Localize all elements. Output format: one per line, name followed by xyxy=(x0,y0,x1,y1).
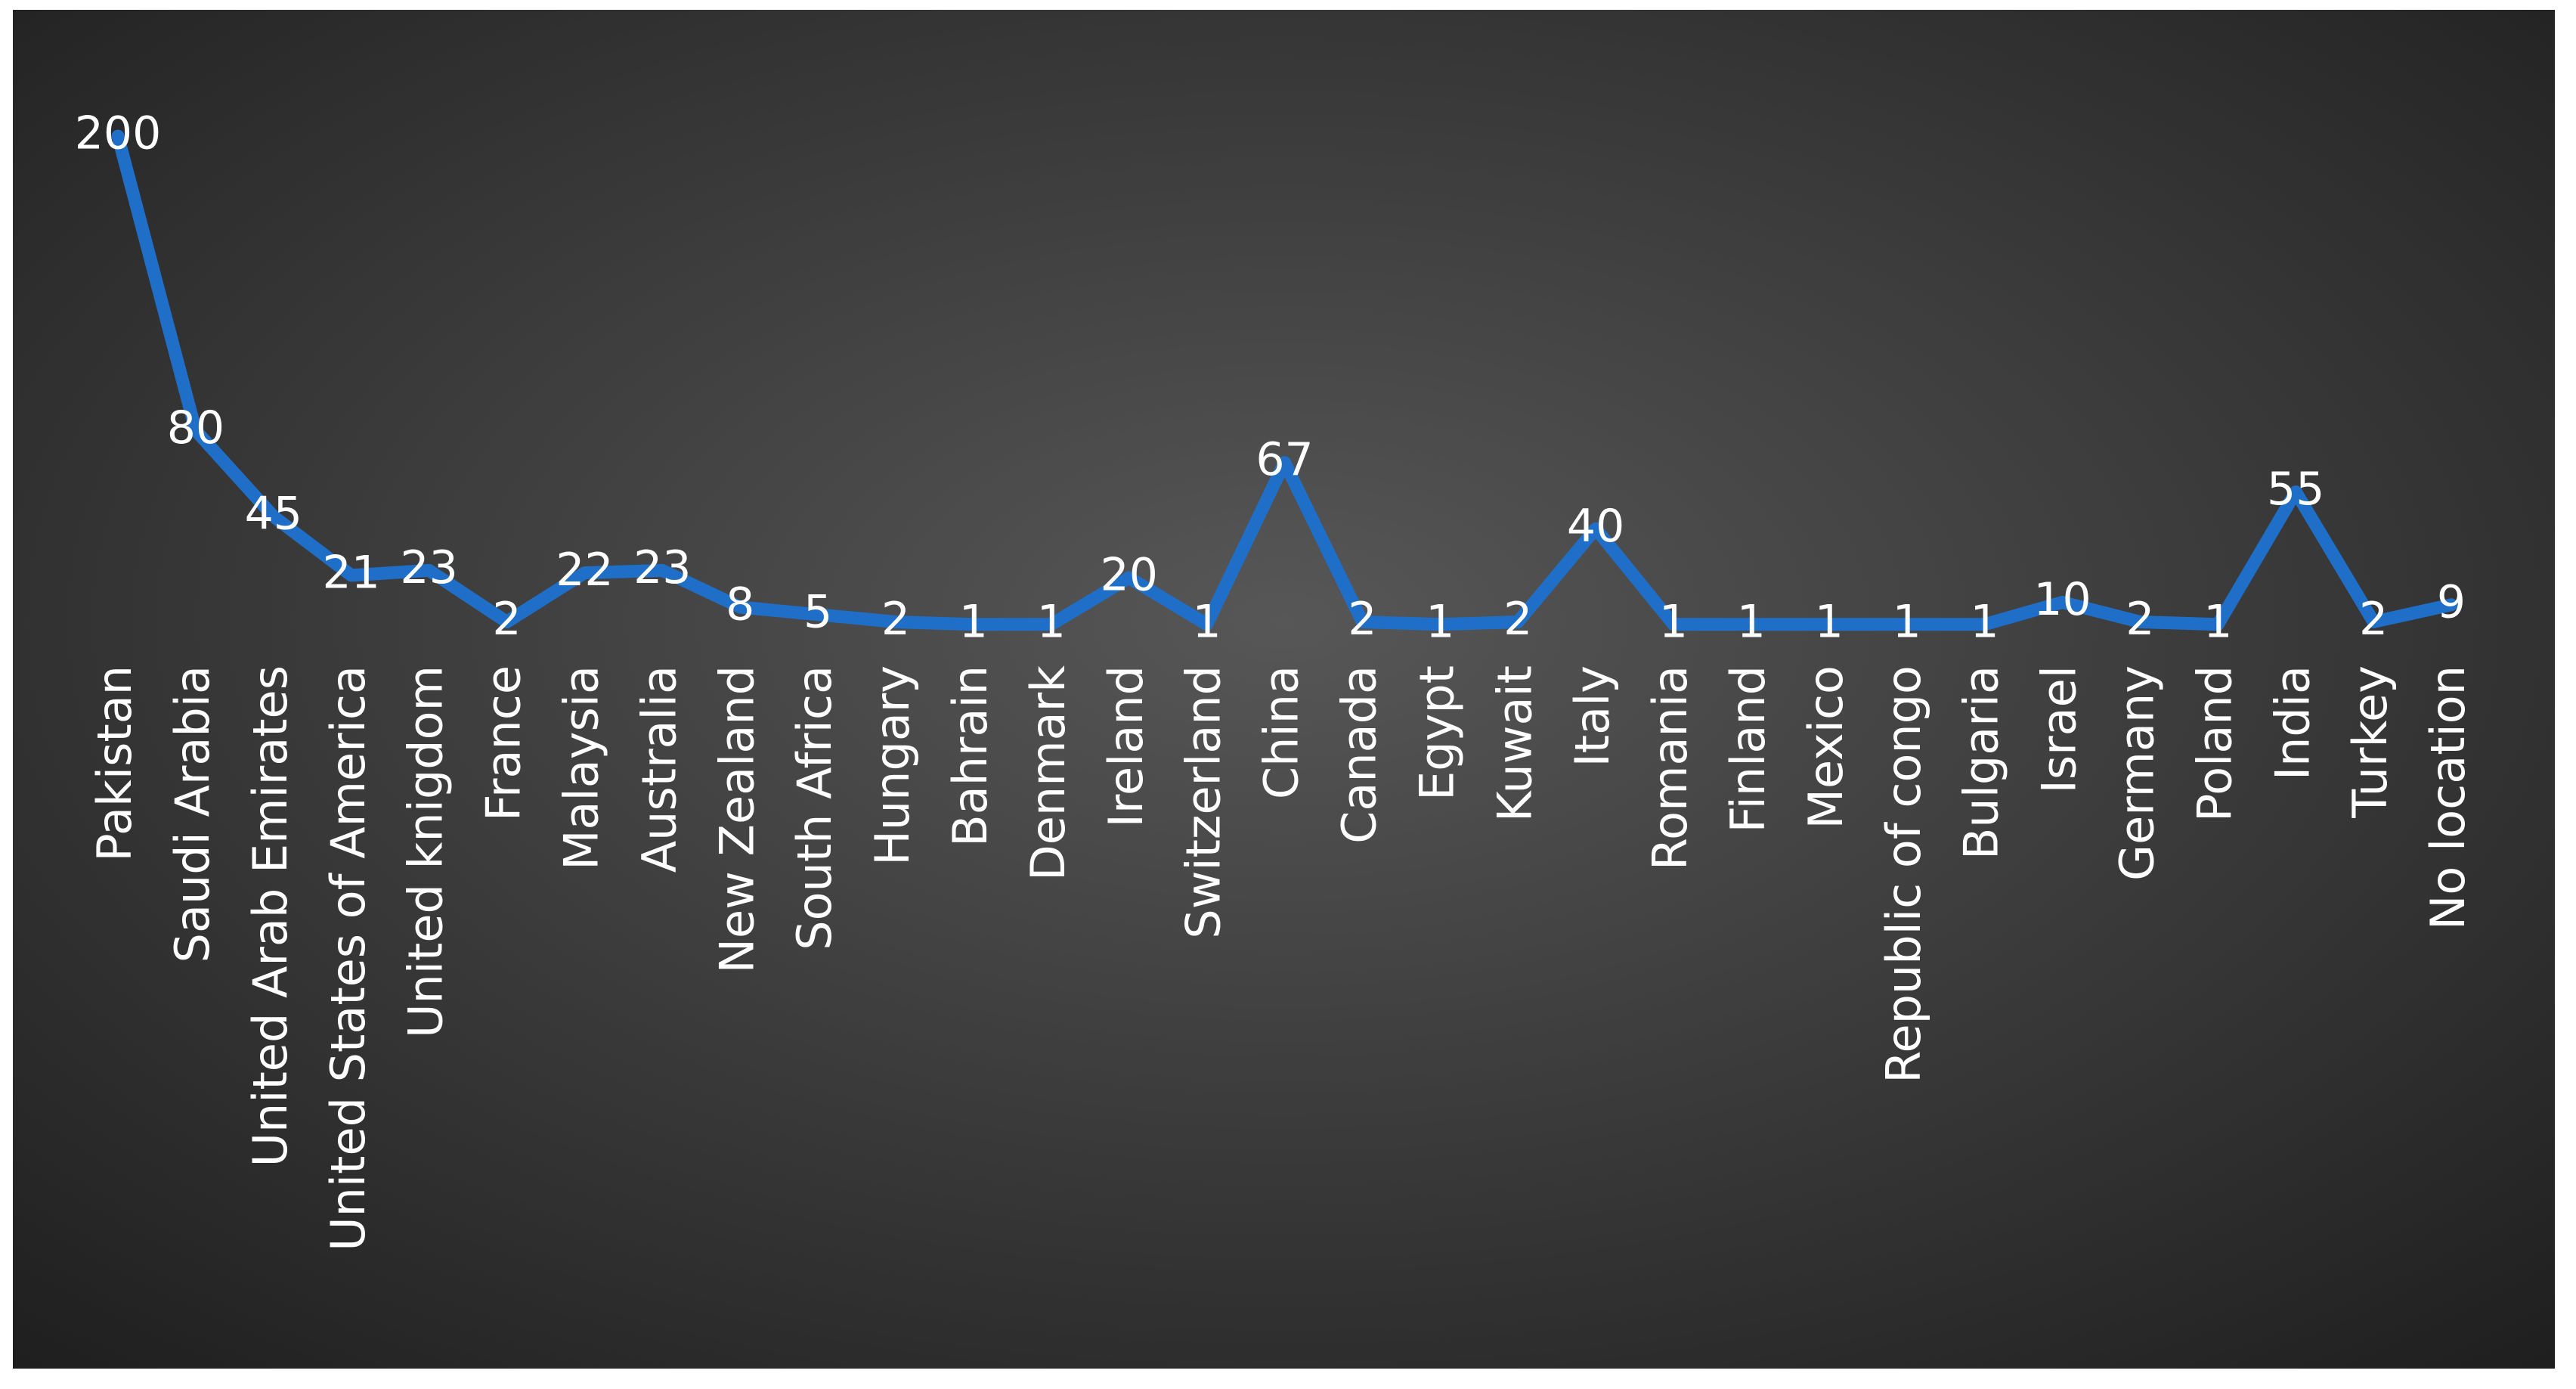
x-tick-label: Hungary xyxy=(865,665,920,866)
x-tick-label: France xyxy=(476,665,531,821)
x-tick-label: Egypt xyxy=(1409,665,1464,801)
x-tick-label: United States of America xyxy=(320,665,376,1251)
data-label: 200 xyxy=(75,107,162,160)
data-label: 1 xyxy=(1659,595,1688,648)
x-tick-label: Italy xyxy=(1565,665,1620,767)
data-label: 23 xyxy=(400,541,457,594)
data-label: 2 xyxy=(2126,593,2154,646)
data-label: 1 xyxy=(1815,595,1844,648)
data-label: 9 xyxy=(2437,575,2466,628)
chart-background xyxy=(13,10,2555,1369)
data-label: 80 xyxy=(167,402,224,454)
data-label: 20 xyxy=(1101,549,1158,602)
data-label: 23 xyxy=(633,541,691,594)
data-label: 10 xyxy=(2033,573,2091,626)
data-label: 1 xyxy=(1971,595,1999,648)
data-label: 8 xyxy=(726,578,754,631)
data-label: 2 xyxy=(881,593,910,646)
data-label: 2 xyxy=(1348,593,1376,646)
x-tick-label: China xyxy=(1254,665,1309,799)
x-tick-label: Bahrain xyxy=(943,665,998,847)
data-label: 45 xyxy=(245,488,302,541)
data-label: 1 xyxy=(1037,595,1066,648)
data-label: 40 xyxy=(1567,500,1624,553)
x-tick-label: Malaysia xyxy=(553,665,608,870)
x-tick-label: Switzerland xyxy=(1176,665,1231,939)
data-label: 2 xyxy=(2359,593,2388,646)
x-tick-label: Israel xyxy=(2032,665,2087,793)
data-label: 5 xyxy=(803,585,832,638)
x-tick-label: Bulgaria xyxy=(1954,665,2009,860)
x-tick-label: United knigdom xyxy=(398,665,454,1038)
data-label: 1 xyxy=(1737,595,1766,648)
data-label: 22 xyxy=(556,544,613,597)
data-label: 67 xyxy=(1255,433,1313,486)
x-tick-label: Pakistan xyxy=(87,665,142,862)
x-tick-label: India xyxy=(2265,665,2320,780)
x-tick-label: Poland xyxy=(2187,665,2242,822)
x-tick-label: New Zealand xyxy=(709,665,764,973)
x-tick-label: Australia xyxy=(631,665,686,873)
x-tick-label: No location xyxy=(2420,665,2475,930)
x-tick-label: Romania xyxy=(1643,665,1698,870)
data-label: 21 xyxy=(323,546,380,599)
x-tick-label: Turkey xyxy=(2342,665,2398,819)
x-tick-label: Republic of congo xyxy=(1876,665,1931,1084)
data-label: 2 xyxy=(1503,593,1532,646)
data-label: 1 xyxy=(1893,595,1921,648)
data-label: 1 xyxy=(1426,595,1454,648)
x-tick-label: Saudi Arabia xyxy=(165,665,220,963)
x-tick-label: Germany xyxy=(2109,665,2164,881)
data-label: 2 xyxy=(492,593,521,646)
data-label: 1 xyxy=(959,595,988,648)
x-tick-label: Ireland xyxy=(1098,665,1153,827)
line xyxy=(111,129,2458,631)
data-label: 55 xyxy=(2267,463,2324,516)
x-tick-label: South Africa xyxy=(787,665,842,950)
x-tick-label: United Arab Emirates xyxy=(243,665,298,1167)
x-tick-label: Mexico xyxy=(1798,665,1853,829)
x-tick-label: Finland xyxy=(1720,665,1776,833)
x-tick-label: Denmark xyxy=(1020,665,1076,881)
data-label: 1 xyxy=(1193,595,1221,648)
data-label: 1 xyxy=(2203,595,2232,648)
x-tick-label: Kuwait xyxy=(1487,665,1542,822)
x-tick-label: Canada xyxy=(1331,665,1386,844)
